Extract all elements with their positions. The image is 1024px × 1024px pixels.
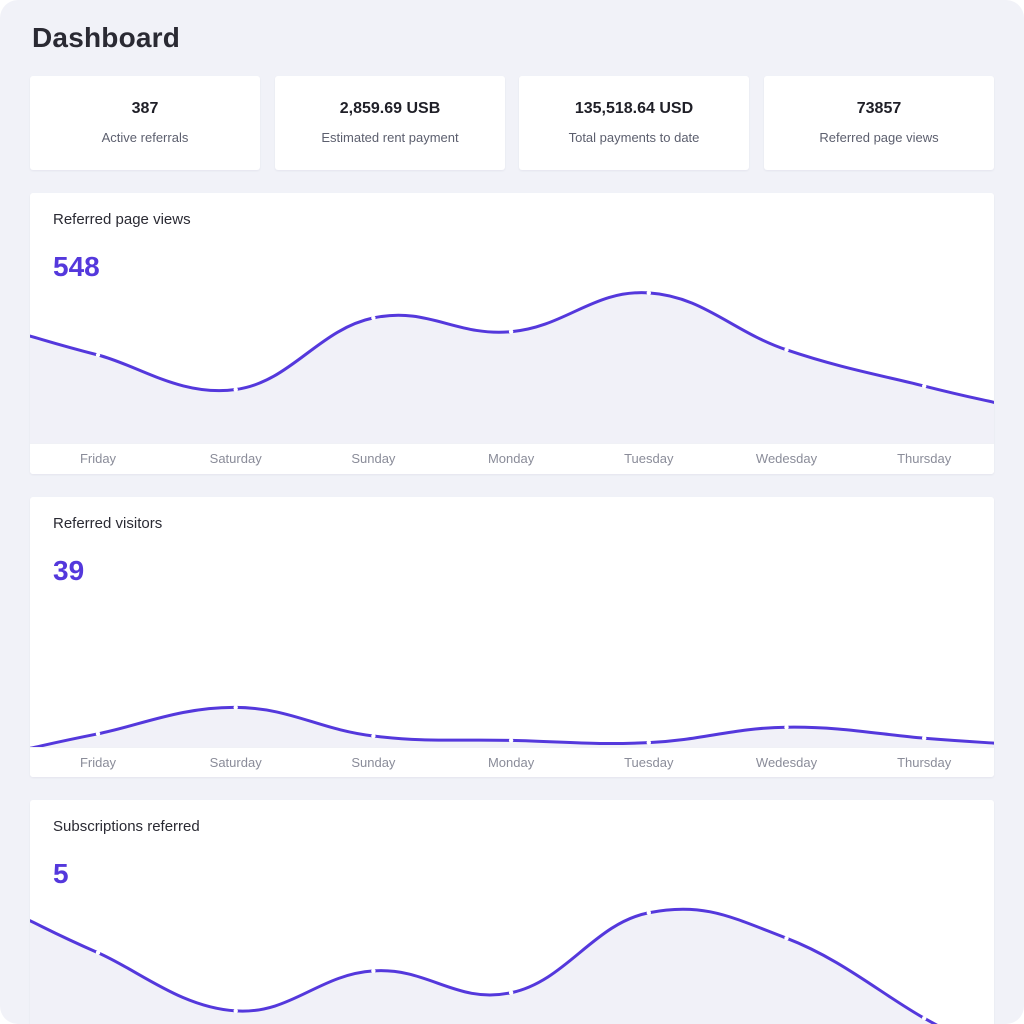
x-tick-label: Monday <box>487 451 535 466</box>
chart-card-referred-page-views: Referred page views 548 Friday Saturday Su… <box>30 193 994 474</box>
stat-label: Total payments to date <box>568 130 700 145</box>
data-point-monday[interactable] <box>508 738 514 743</box>
data-point-saturday[interactable] <box>233 1008 238 1014</box>
stat-label: Active referrals <box>101 130 189 145</box>
data-point-sunday[interactable] <box>371 733 376 739</box>
x-tick-label: Sunday <box>351 755 396 770</box>
chart-card-subscriptions-referred: Subscriptions referred 5 <box>30 800 994 1024</box>
stat-card-active-referrals: 387 Active referrals <box>30 76 260 170</box>
data-point-friday[interactable] <box>95 950 101 955</box>
data-point-wedesday[interactable] <box>784 725 789 730</box>
data-point-monday[interactable] <box>508 329 514 334</box>
chart-title: Referred visitors <box>53 515 163 532</box>
stat-value: 2,859.69 USB <box>339 100 441 117</box>
x-tick-label: Saturday <box>209 755 262 770</box>
data-point-thursday[interactable] <box>922 383 927 389</box>
x-tick-label: Thursday <box>897 451 952 466</box>
chart-total: 39 <box>53 555 85 586</box>
data-point-monday[interactable] <box>508 990 514 995</box>
chart-title: Subscriptions referred <box>53 818 200 835</box>
area-fill <box>30 707 994 749</box>
data-point-friday[interactable] <box>95 352 101 358</box>
chart-total: 548 <box>53 251 100 282</box>
stat-value: 135,518.64 USD <box>574 100 694 117</box>
stat-value: 387 <box>131 100 159 117</box>
area-fill <box>30 292 994 443</box>
data-point-wedesday[interactable] <box>784 347 789 353</box>
x-tick-label: Wedesday <box>755 755 818 770</box>
x-tick-label: Tuesday <box>624 451 674 466</box>
data-point-saturday[interactable] <box>233 705 238 710</box>
x-tick-label: Wedesday <box>755 451 818 466</box>
x-tick-label: Sunday <box>351 451 396 466</box>
area-fill <box>30 909 935 1024</box>
data-point-tuesday[interactable] <box>646 290 651 296</box>
stats-row: 387 Active referrals 2,859.69 USB Estima… <box>30 76 994 170</box>
data-point-tuesday[interactable] <box>646 910 651 915</box>
data-point-thursday[interactable] <box>922 1015 927 1021</box>
x-tick-label: Thursday <box>897 755 952 770</box>
stat-card-estimated-rent: 2,859.69 USB Estimated rent payment <box>275 76 505 170</box>
line-chart[interactable] <box>30 193 994 474</box>
stat-card-total-payments: 135,518.64 USD Total payments to date <box>519 76 749 170</box>
chart-card-referred-visitors: Referred visitors 39 Friday Saturday Sunda… <box>30 497 994 777</box>
data-point-friday[interactable] <box>95 731 101 736</box>
x-tick-label: Monday <box>487 755 535 770</box>
chart-total: 5 <box>53 858 69 889</box>
stat-label: Estimated rent payment <box>321 130 459 145</box>
x-axis: Friday Saturday Sunday Monday Tuesday Wedesda… <box>30 443 994 474</box>
data-point-wedesday[interactable] <box>784 935 789 941</box>
data-point-sunday[interactable] <box>371 315 376 321</box>
x-axis: Friday Saturday Sunday Monday Tuesday Wedesda… <box>30 747 994 777</box>
x-tick-label: Tuesday <box>624 755 674 770</box>
stat-value: 73857 <box>856 100 902 117</box>
chart-title: Referred page views <box>53 211 191 228</box>
line-chart[interactable] <box>30 497 994 777</box>
stat-label: Referred page views <box>819 130 939 145</box>
x-tick-label: Friday <box>79 755 117 770</box>
page-title: Dashboard <box>32 22 181 53</box>
data-point-sunday[interactable] <box>371 968 376 974</box>
x-tick-label: Friday <box>79 451 117 466</box>
stat-card-referred-page-views: 73857 Referred page views <box>764 76 994 170</box>
x-tick-label: Saturday <box>209 451 262 466</box>
line-chart[interactable] <box>30 800 994 1024</box>
data-point-thursday[interactable] <box>922 736 927 741</box>
data-point-tuesday[interactable] <box>646 740 651 745</box>
data-point-saturday[interactable] <box>233 387 238 392</box>
